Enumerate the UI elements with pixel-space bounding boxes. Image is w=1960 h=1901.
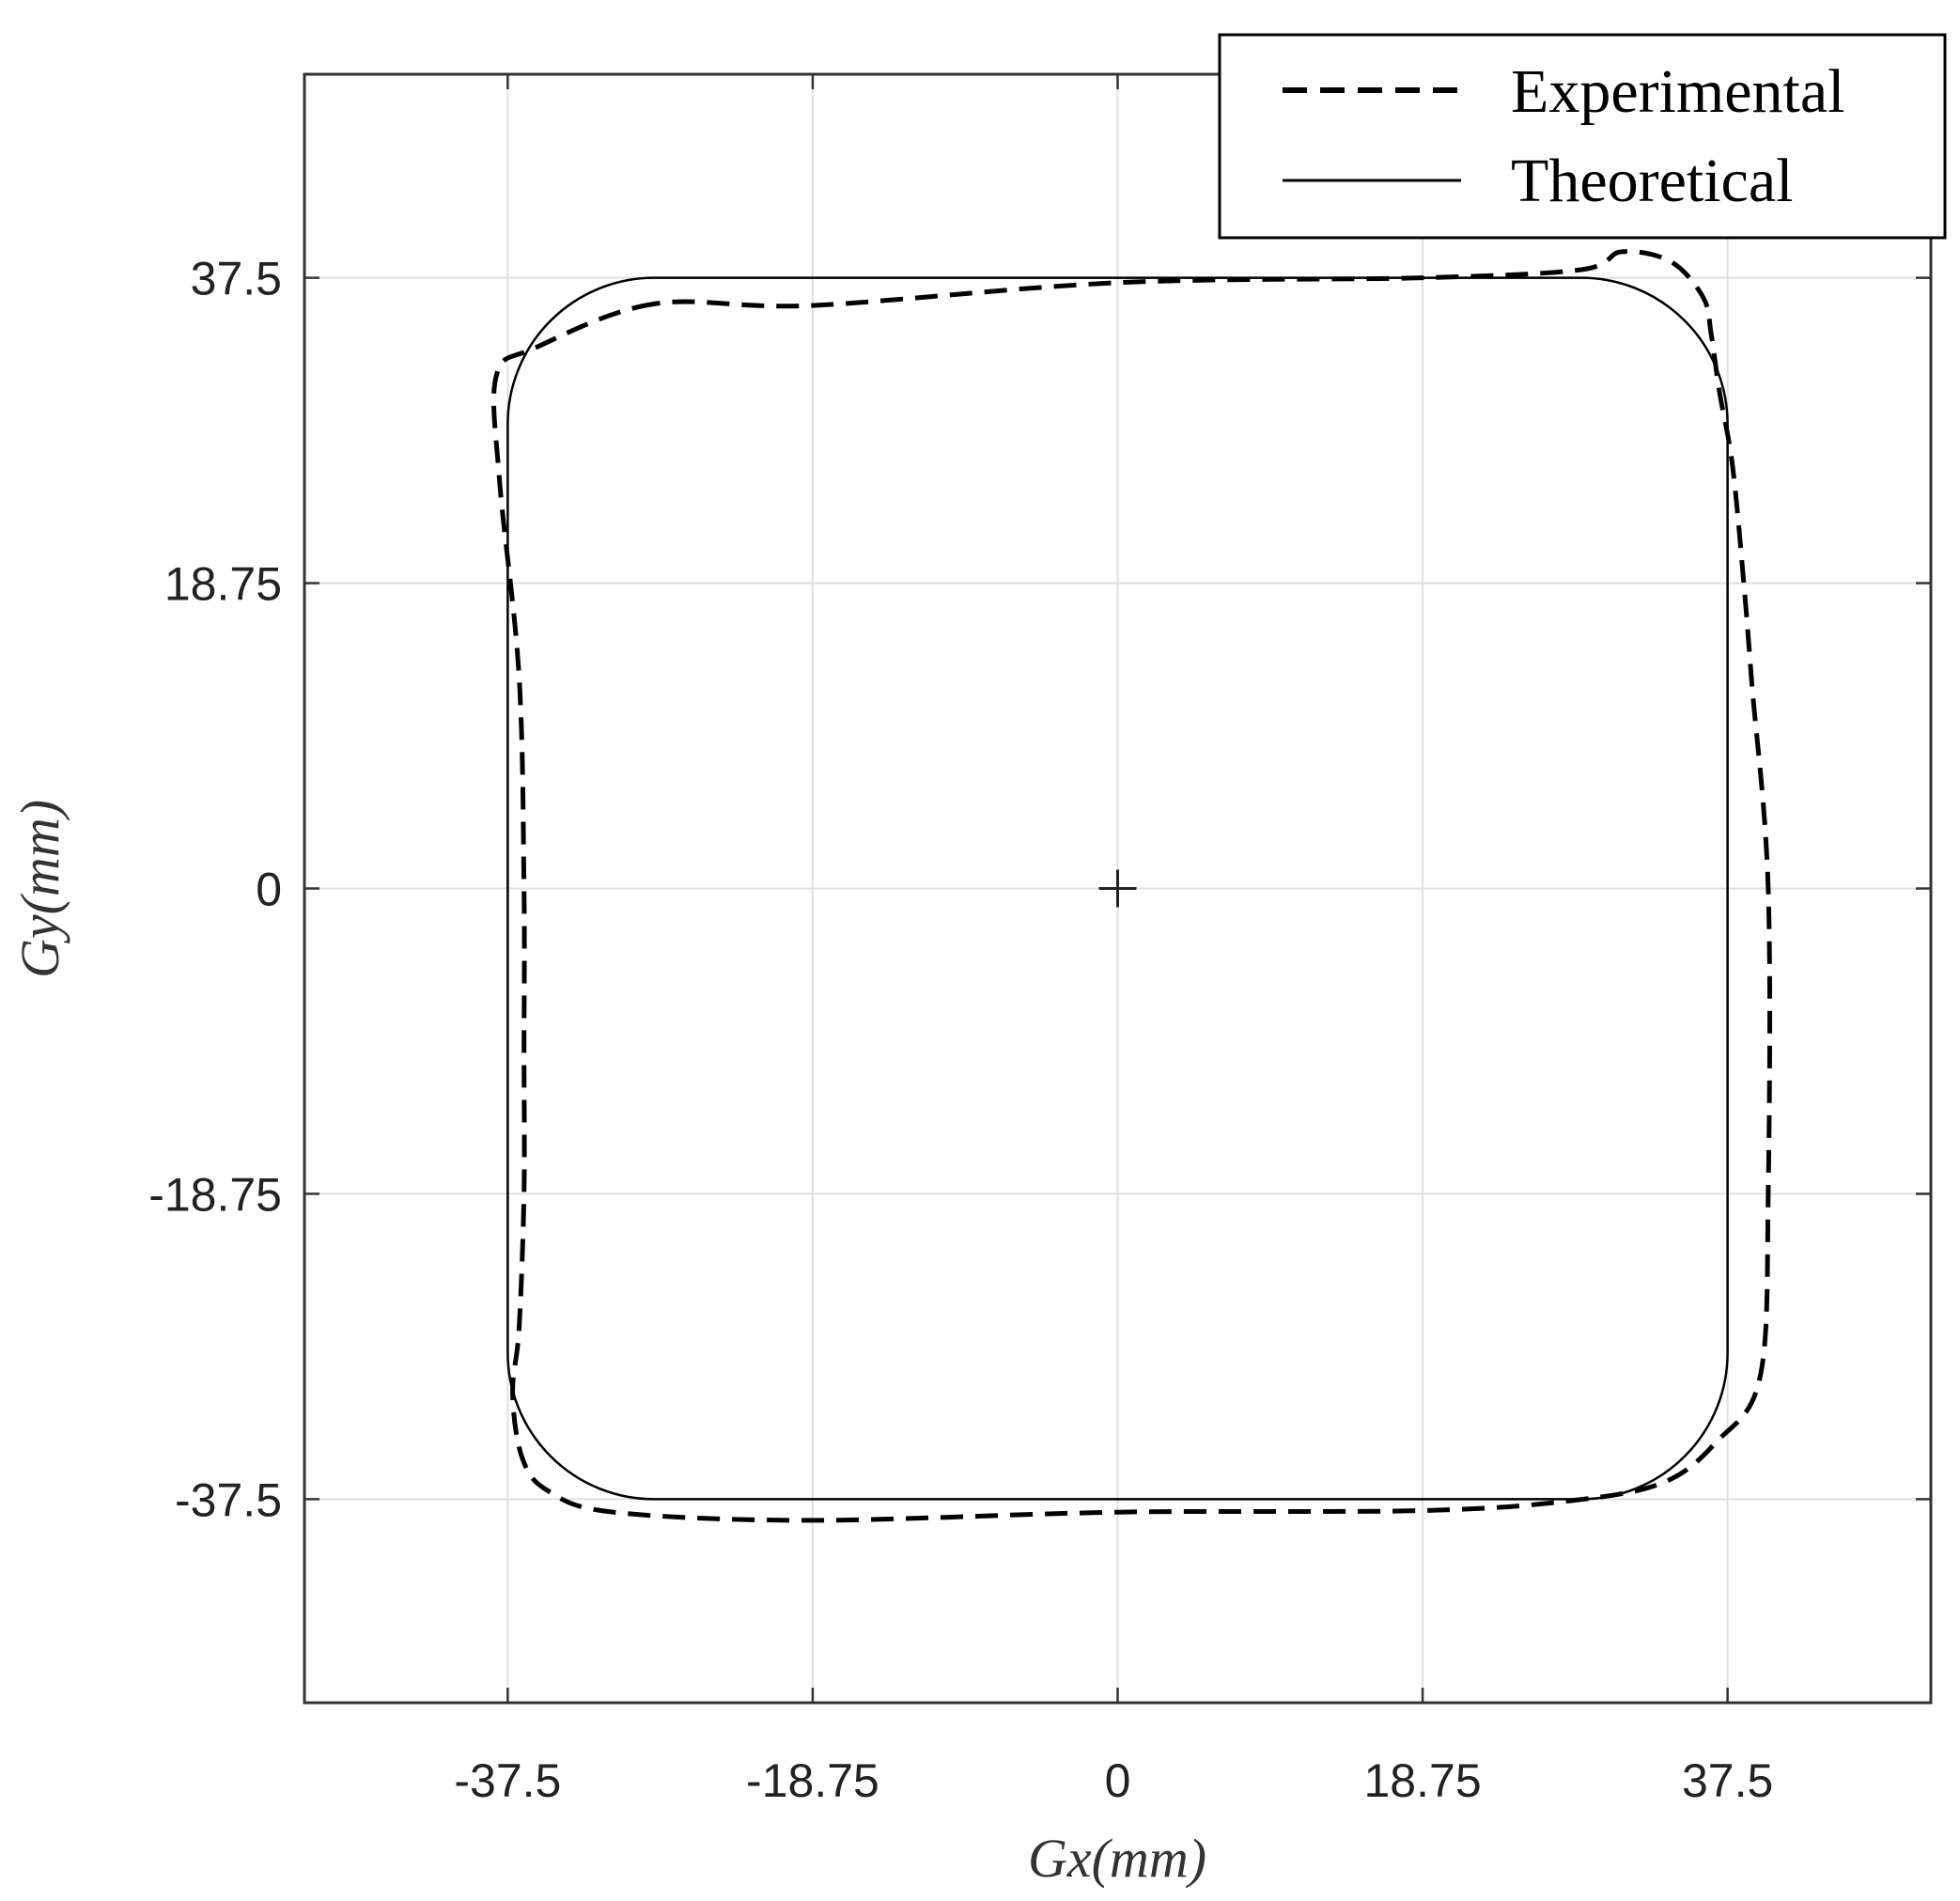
plot-frame [303,72,1933,1705]
x-tick-label-2: 0 [1105,1754,1131,1807]
y-tick-label-1: -18.75 [148,1168,282,1221]
legend-box [1218,33,1947,240]
legend-label-theoretical: Theoretical [1511,147,1793,215]
x-tick-label-4: 37.5 [1682,1754,1773,1807]
legend: Experimental Theoretical [1218,33,1947,240]
center-marker [1098,869,1137,908]
ticks: -37.5 -18.75 0 18.75 37.5 -37.5 -18.75 0 18.75 37… [148,74,1931,1807]
y-tick-label-3: 18.75 [164,558,282,611]
y-tick-label-0: -37.5 [175,1473,282,1526]
series-experimental [490,249,1773,1523]
x-tick-label-1: -18.75 [746,1754,879,1807]
x-axis-label: Gx(mm) [1028,1828,1206,1889]
y-tick-label-2: 0 [256,864,282,916]
y-axis-label: Gy(mm) [9,800,70,978]
series-layer [490,249,1773,1523]
y-tick-label-4: 37.5 [191,253,282,305]
x-tick-label-3: 18.75 [1364,1754,1482,1807]
series-theoretical [506,276,1729,1501]
legend-label-experimental: Experimental [1511,57,1845,126]
x-tick-label-0: -37.5 [454,1754,561,1807]
